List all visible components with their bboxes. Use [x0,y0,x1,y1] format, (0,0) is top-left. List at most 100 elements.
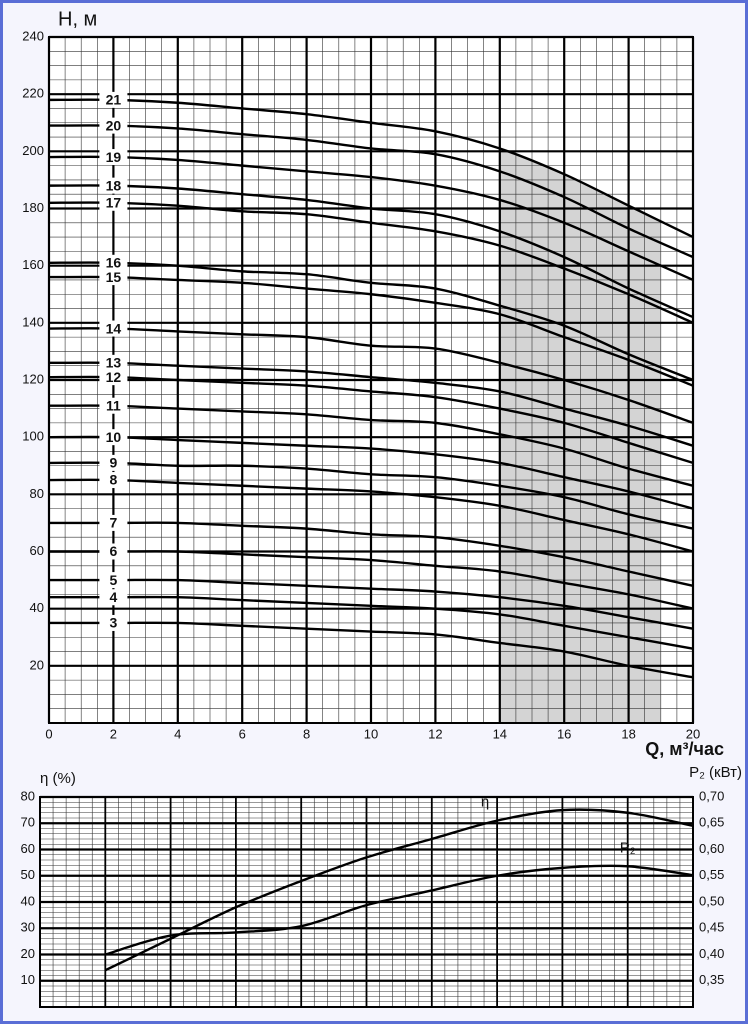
curve-label: 8 [110,472,118,488]
curve-label-bg [99,269,128,286]
curve-label: 5 [110,572,118,588]
series-line [48,327,694,425]
y2-tick-label: 0,65 [699,815,724,830]
y2-tick-label: 0,60 [699,841,724,856]
pump-head-chart: 0 2 4 6 8 10 12 14 16 18 20 20 40 60 80 100 120 140 160 180… [22,28,700,741]
curve-label-bg [99,614,128,631]
y2-tick-label: 0,45 [699,920,724,935]
y-tick-label: 40 [21,893,35,908]
y-tick-label: 200 [22,143,44,158]
series-line [48,404,694,487]
curve-label: 10 [106,429,122,445]
x-axis-title: Q, м³/час [645,739,724,759]
series-line [48,478,694,553]
y-axis-title: η (%) [40,770,76,787]
curve-label: 12 [106,369,122,385]
curve-label: 21 [106,92,122,108]
curve-label-bg [99,354,128,371]
curve-label: 3 [110,615,118,631]
y-tick-label: 60 [30,543,44,558]
series-line [48,595,694,650]
y-tick-label: 220 [22,86,44,101]
curve-label-bg [99,572,128,589]
curve-label-bg [99,543,128,560]
y2-tick-label: 0,35 [699,972,724,987]
x-tick-label: 14 [493,726,507,741]
curve-label-bg [99,320,128,337]
series-line [49,621,694,679]
y2-tick-label: 0,40 [699,946,724,961]
series-line [48,98,694,239]
x-tick-label: 2 [110,726,117,741]
y-tick-label: 140 [22,314,44,329]
y2-tick-label: 0,70 [699,788,724,803]
y-tick-label: 20 [30,657,44,672]
curve-label-bg [99,397,128,414]
y-tick-label: 180 [22,200,44,215]
series-line [48,201,694,324]
series-line [49,521,694,587]
curve-label-bg [99,514,128,531]
curve-label: 11 [106,397,121,413]
x-tick-label: 12 [428,726,442,741]
x-tick-label: 10 [364,726,378,741]
curve-label-bg [99,149,128,166]
curve-label-bg [99,369,128,386]
series-line [104,864,694,956]
y-tick-label: 240 [22,28,44,43]
curve-label: 19 [106,149,122,165]
curve-label: 4 [110,589,118,605]
y2-tick-label: 0,55 [699,867,724,882]
y-tick-label: 100 [22,429,44,444]
x-tick-label: 8 [303,726,310,741]
curve-label-bg [99,194,128,211]
curve-label: 7 [110,515,118,531]
series-line [48,275,694,387]
y-tick-label: 80 [21,788,35,803]
plot-border [39,796,694,1008]
x-tick-label: 4 [174,726,181,741]
y-tick-label: 50 [21,867,35,882]
curve-label: η [481,794,489,811]
x-tick-label: 20 [686,726,700,741]
series-line [49,550,694,610]
series-line [48,261,694,382]
y-axis-title: H, м [58,8,97,30]
curve-label: 18 [106,177,122,193]
series-line [48,435,694,510]
x-tick-label: 16 [557,726,571,741]
curve-label: 20 [106,117,122,133]
curve-label: 9 [110,455,118,471]
x-tick-label: 6 [239,726,246,741]
curve-label: 14 [106,320,122,336]
y-tick-label: 10 [21,972,35,987]
curve-label: 6 [110,543,118,559]
curve-label: 16 [106,255,122,271]
series-line [49,578,694,630]
y-tick-label: 40 [30,600,44,615]
curve-label-bg [99,254,128,271]
series-line [48,461,694,530]
series-line [48,375,694,465]
series-line [48,361,694,447]
curve-label-bg [99,429,128,446]
curve-label: 15 [106,269,122,285]
y-tick-label: 20 [21,946,35,961]
y-tick-label: 70 [21,815,35,830]
curve-label-bg [99,177,128,194]
x-tick-label: 18 [621,726,635,741]
series-line [48,155,694,282]
curve-label: 17 [106,194,122,210]
y-tick-label: 60 [21,841,35,856]
y-tick-label: 80 [30,486,44,501]
y-tick-label: 30 [21,920,35,935]
efficiency-power-chart: 10 20 30 40 50 60 70 80 0,35 0,40 0,45 0,50 0,55 0,60… [21,788,724,1008]
series-line [48,124,694,259]
y2-tick-label: 0,50 [699,893,724,908]
curve-label: P₂ [620,839,636,856]
x-tick-label: 0 [45,726,52,741]
curve-label-bg [99,117,128,134]
curve-label-bg [99,472,128,489]
